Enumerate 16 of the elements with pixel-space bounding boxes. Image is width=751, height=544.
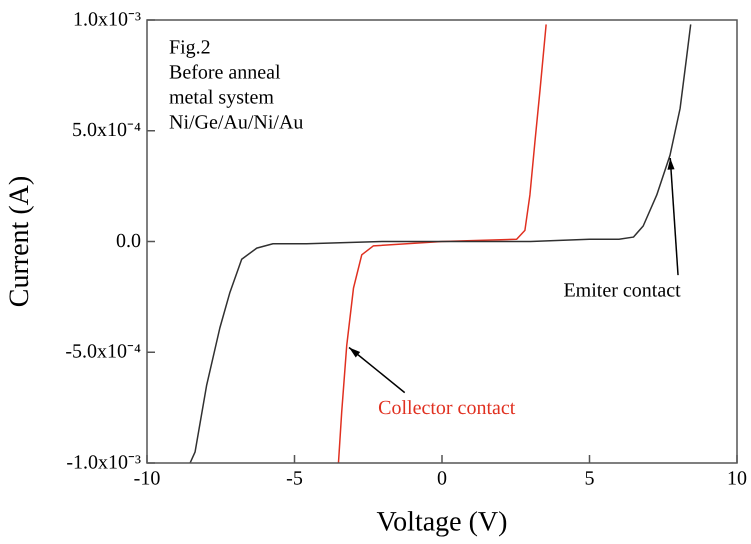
annotation: Emiter contact bbox=[563, 279, 682, 302]
y-axis-title: Current (A) bbox=[4, 176, 36, 308]
x-tick-label: 0 bbox=[437, 467, 447, 490]
annotation: Before anneal bbox=[169, 61, 282, 84]
y-tick-label: 1.0x10⁻³ bbox=[73, 8, 141, 30]
annotation: Ni/Ge/Au/Ni/Au bbox=[169, 111, 304, 134]
y-tick-label: 5.0x10⁻⁴ bbox=[72, 119, 142, 141]
x-tick-label: 10 bbox=[727, 467, 747, 490]
annotation: Collector contact bbox=[378, 396, 516, 419]
y-tick-label: -5.0x10⁻⁴ bbox=[65, 340, 142, 362]
x-tick-label: -5 bbox=[286, 467, 303, 490]
x-axis-title: Voltage (V) bbox=[376, 506, 508, 538]
y-tick-label: 0.0 bbox=[116, 230, 141, 252]
annotation: Fig.2 bbox=[169, 36, 211, 58]
annotation: metal system bbox=[169, 86, 274, 108]
x-tick-label: 5 bbox=[584, 467, 594, 490]
